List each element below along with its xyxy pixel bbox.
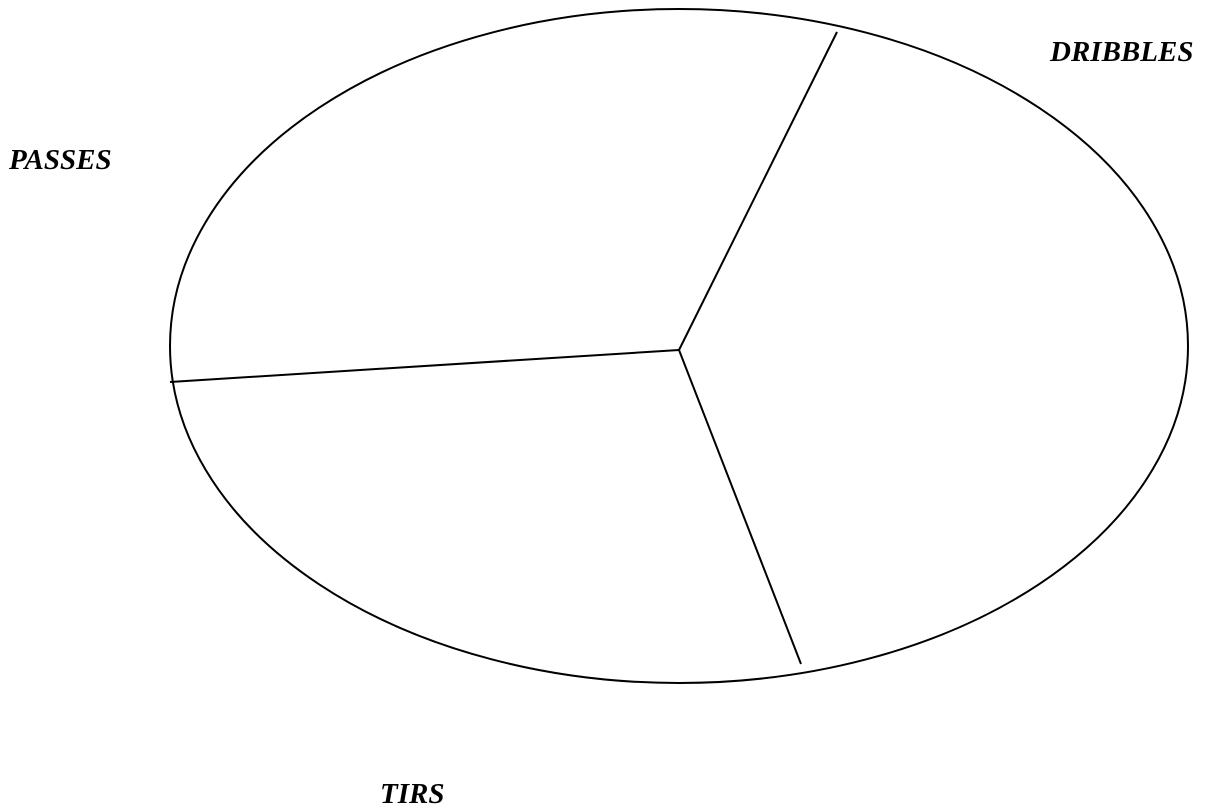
ellipse-outline (169, 8, 1189, 684)
label-passes: PASSES (9, 144, 112, 176)
divider-line-bottom (678, 349, 802, 665)
divider-line-top (678, 31, 838, 351)
label-dribbles: DRIBBLES (1050, 36, 1194, 68)
divider-line-left (169, 349, 680, 383)
label-tirs: TIRS (380, 778, 445, 810)
